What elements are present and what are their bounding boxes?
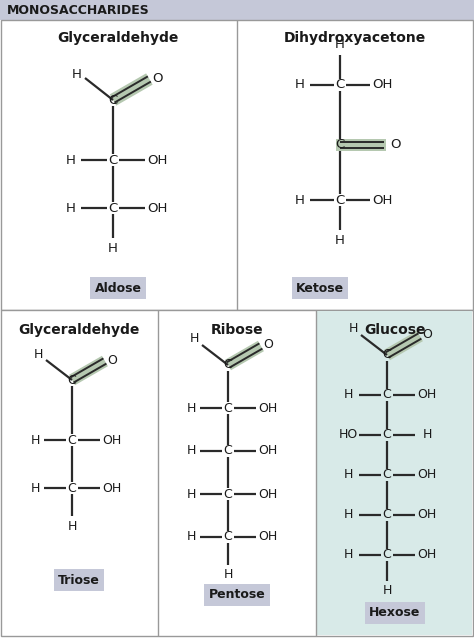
Text: O: O (263, 339, 273, 352)
Text: O: O (107, 353, 117, 366)
Text: C: C (109, 154, 118, 167)
Text: OH: OH (258, 445, 278, 457)
Text: H: H (383, 584, 392, 598)
Text: H: H (343, 389, 353, 401)
Text: C: C (68, 433, 76, 447)
Text: C: C (383, 468, 392, 482)
Text: OH: OH (147, 202, 167, 214)
Text: H: H (186, 401, 196, 415)
Text: H: H (295, 78, 305, 91)
Text: C: C (383, 348, 392, 362)
Text: C: C (68, 373, 76, 387)
Text: C: C (224, 531, 232, 544)
Text: H: H (66, 154, 76, 167)
Text: MONOSACCHARIDES: MONOSACCHARIDES (7, 4, 150, 17)
Text: Triose: Triose (58, 574, 100, 586)
Text: C: C (336, 138, 345, 151)
Text: H: H (343, 508, 353, 521)
Text: OH: OH (418, 549, 437, 561)
Text: OH: OH (147, 154, 167, 167)
Text: H: H (422, 429, 432, 441)
Text: C: C (336, 193, 345, 207)
Text: O: O (391, 138, 401, 151)
Text: O: O (152, 71, 163, 84)
Text: C: C (109, 94, 118, 107)
Polygon shape (0, 0, 474, 20)
Text: C: C (336, 78, 345, 91)
Text: H: H (72, 68, 82, 82)
Text: H: H (348, 322, 358, 336)
Text: H: H (33, 348, 43, 360)
Polygon shape (336, 139, 386, 151)
Text: Glucose: Glucose (364, 323, 426, 337)
Text: C: C (224, 401, 232, 415)
Text: C: C (383, 508, 392, 521)
Text: O: O (422, 329, 432, 341)
Polygon shape (1, 20, 473, 310)
Text: H: H (108, 242, 118, 255)
Polygon shape (1, 310, 473, 636)
Text: C: C (68, 482, 76, 494)
Text: C: C (224, 445, 232, 457)
Text: C: C (224, 359, 232, 371)
Text: OH: OH (372, 78, 392, 91)
Text: C: C (224, 487, 232, 500)
Text: H: H (186, 531, 196, 544)
Text: H: H (67, 519, 77, 533)
Text: C: C (383, 389, 392, 401)
Text: H: H (295, 193, 305, 207)
Text: C: C (109, 202, 118, 214)
Text: OH: OH (102, 482, 122, 494)
Polygon shape (225, 341, 264, 370)
Polygon shape (69, 356, 108, 385)
Text: Ketose: Ketose (296, 281, 344, 295)
Text: OH: OH (418, 389, 437, 401)
Text: OH: OH (258, 487, 278, 500)
Text: Pentose: Pentose (209, 588, 265, 602)
Text: OH: OH (372, 193, 392, 207)
Text: Glyceraldehyde: Glyceraldehyde (18, 323, 140, 337)
Text: OH: OH (418, 468, 437, 482)
Text: H: H (343, 468, 353, 482)
Text: H: H (189, 332, 199, 346)
Text: HO: HO (338, 429, 357, 441)
Text: H: H (30, 482, 40, 494)
Text: H: H (335, 38, 345, 52)
Text: H: H (335, 234, 345, 246)
Text: H: H (223, 568, 233, 581)
Text: OH: OH (258, 531, 278, 544)
Text: C: C (383, 549, 392, 561)
Polygon shape (384, 331, 423, 360)
Text: H: H (66, 202, 76, 214)
Text: H: H (343, 549, 353, 561)
Text: Ribose: Ribose (210, 323, 264, 337)
Text: Aldose: Aldose (94, 281, 142, 295)
Text: H: H (30, 433, 40, 447)
Text: H: H (186, 487, 196, 500)
Text: OH: OH (102, 433, 122, 447)
Polygon shape (317, 311, 472, 635)
Text: OH: OH (258, 401, 278, 415)
Polygon shape (110, 73, 153, 106)
Text: Hexose: Hexose (369, 607, 421, 619)
Text: C: C (383, 429, 392, 441)
Text: Dihydroxyacetone: Dihydroxyacetone (284, 31, 426, 45)
Text: H: H (186, 445, 196, 457)
Text: Glyceraldehyde: Glyceraldehyde (57, 31, 179, 45)
Text: OH: OH (418, 508, 437, 521)
